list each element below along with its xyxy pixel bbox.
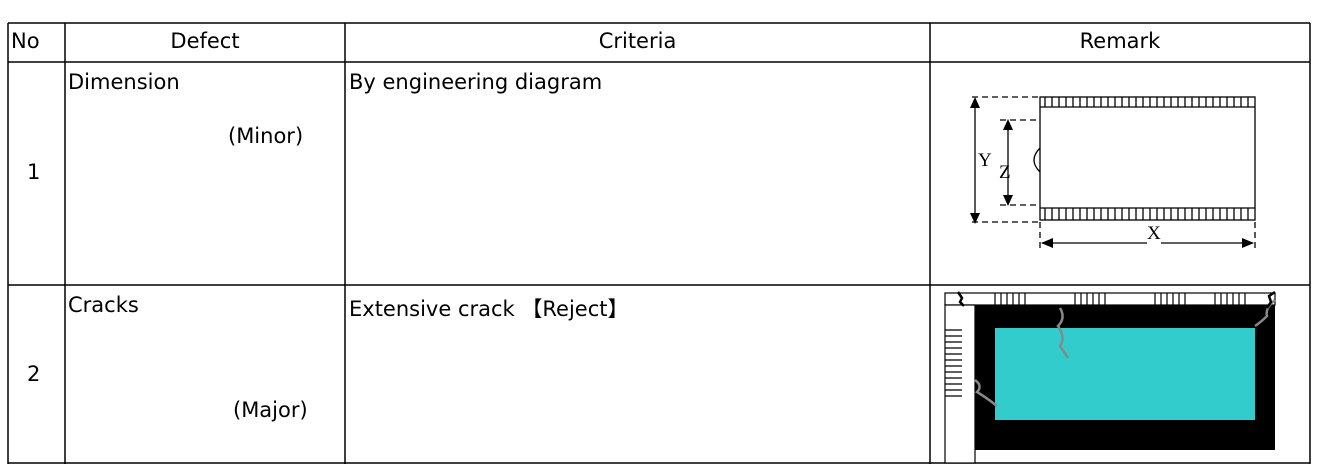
severity: (Major) (233, 398, 308, 422)
defect: Cracks (68, 293, 139, 317)
diagram-label: X (1147, 223, 1161, 245)
header-cell: Remark (1079, 29, 1161, 53)
severity: (Minor) (228, 124, 304, 148)
header-cell: Defect (170, 29, 240, 53)
criteria: Extensive crack 【Reject】 (349, 297, 629, 321)
defect: Dimension (68, 70, 180, 94)
pin-strip (944, 292, 1276, 306)
header-cell: No (11, 29, 40, 53)
dimension-diagram (970, 96, 1256, 248)
crack-diagram (944, 290, 1276, 464)
diagram-label: Y (978, 150, 992, 171)
diagram-label: Z (999, 162, 1011, 183)
header-cell: Criteria (598, 29, 677, 53)
row-number: 2 (27, 362, 41, 386)
criteria: By engineering diagram (349, 70, 603, 94)
row-number: 1 (27, 160, 41, 184)
